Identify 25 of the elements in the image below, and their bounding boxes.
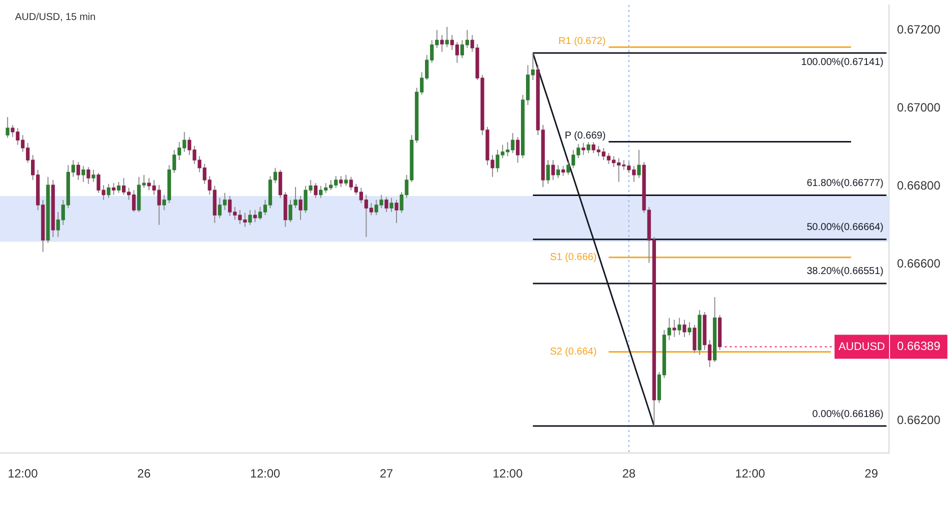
series-label: R1 (0.672): [558, 36, 606, 47]
series-label: S2 (0.664): [550, 346, 597, 358]
ref-line-label: AUDUSD: [838, 340, 886, 353]
y-tick-label: 0.67000: [897, 100, 941, 114]
x-tick-label: 12:00: [492, 466, 523, 481]
series-label: 100.00%(0.67141): [801, 56, 884, 68]
x-tick-label: 29: [864, 466, 878, 481]
series-label: 38.20%(0.66551): [806, 266, 884, 278]
y-tick-label: 0.66200: [897, 412, 941, 427]
x-tick-label: 12:00: [8, 466, 38, 481]
x-tick-label: 26: [137, 466, 151, 481]
series-label: P (0.669): [564, 130, 606, 142]
y-tick-label: 0.66800: [897, 178, 941, 193]
y-tick-label: 0.66389: [897, 339, 941, 354]
series-label: 50.00%(0.66664): [806, 222, 884, 234]
series-label: S1 (0.666): [550, 252, 597, 264]
x-tick-label: 28: [622, 466, 636, 481]
series-label: 0.00%(0.66186): [812, 408, 884, 420]
x-tick-label: 27: [380, 466, 394, 481]
text: AUD/USD, 15 min: [15, 12, 96, 23]
y-tick-label: 0.66600: [897, 256, 941, 271]
series-label: 61.80%(0.66777): [806, 178, 884, 189]
x-tick-label: 12:00: [250, 466, 281, 481]
y-tick-label: 0.67200: [897, 22, 941, 36]
x-tick-label: 12:00: [735, 466, 766, 481]
